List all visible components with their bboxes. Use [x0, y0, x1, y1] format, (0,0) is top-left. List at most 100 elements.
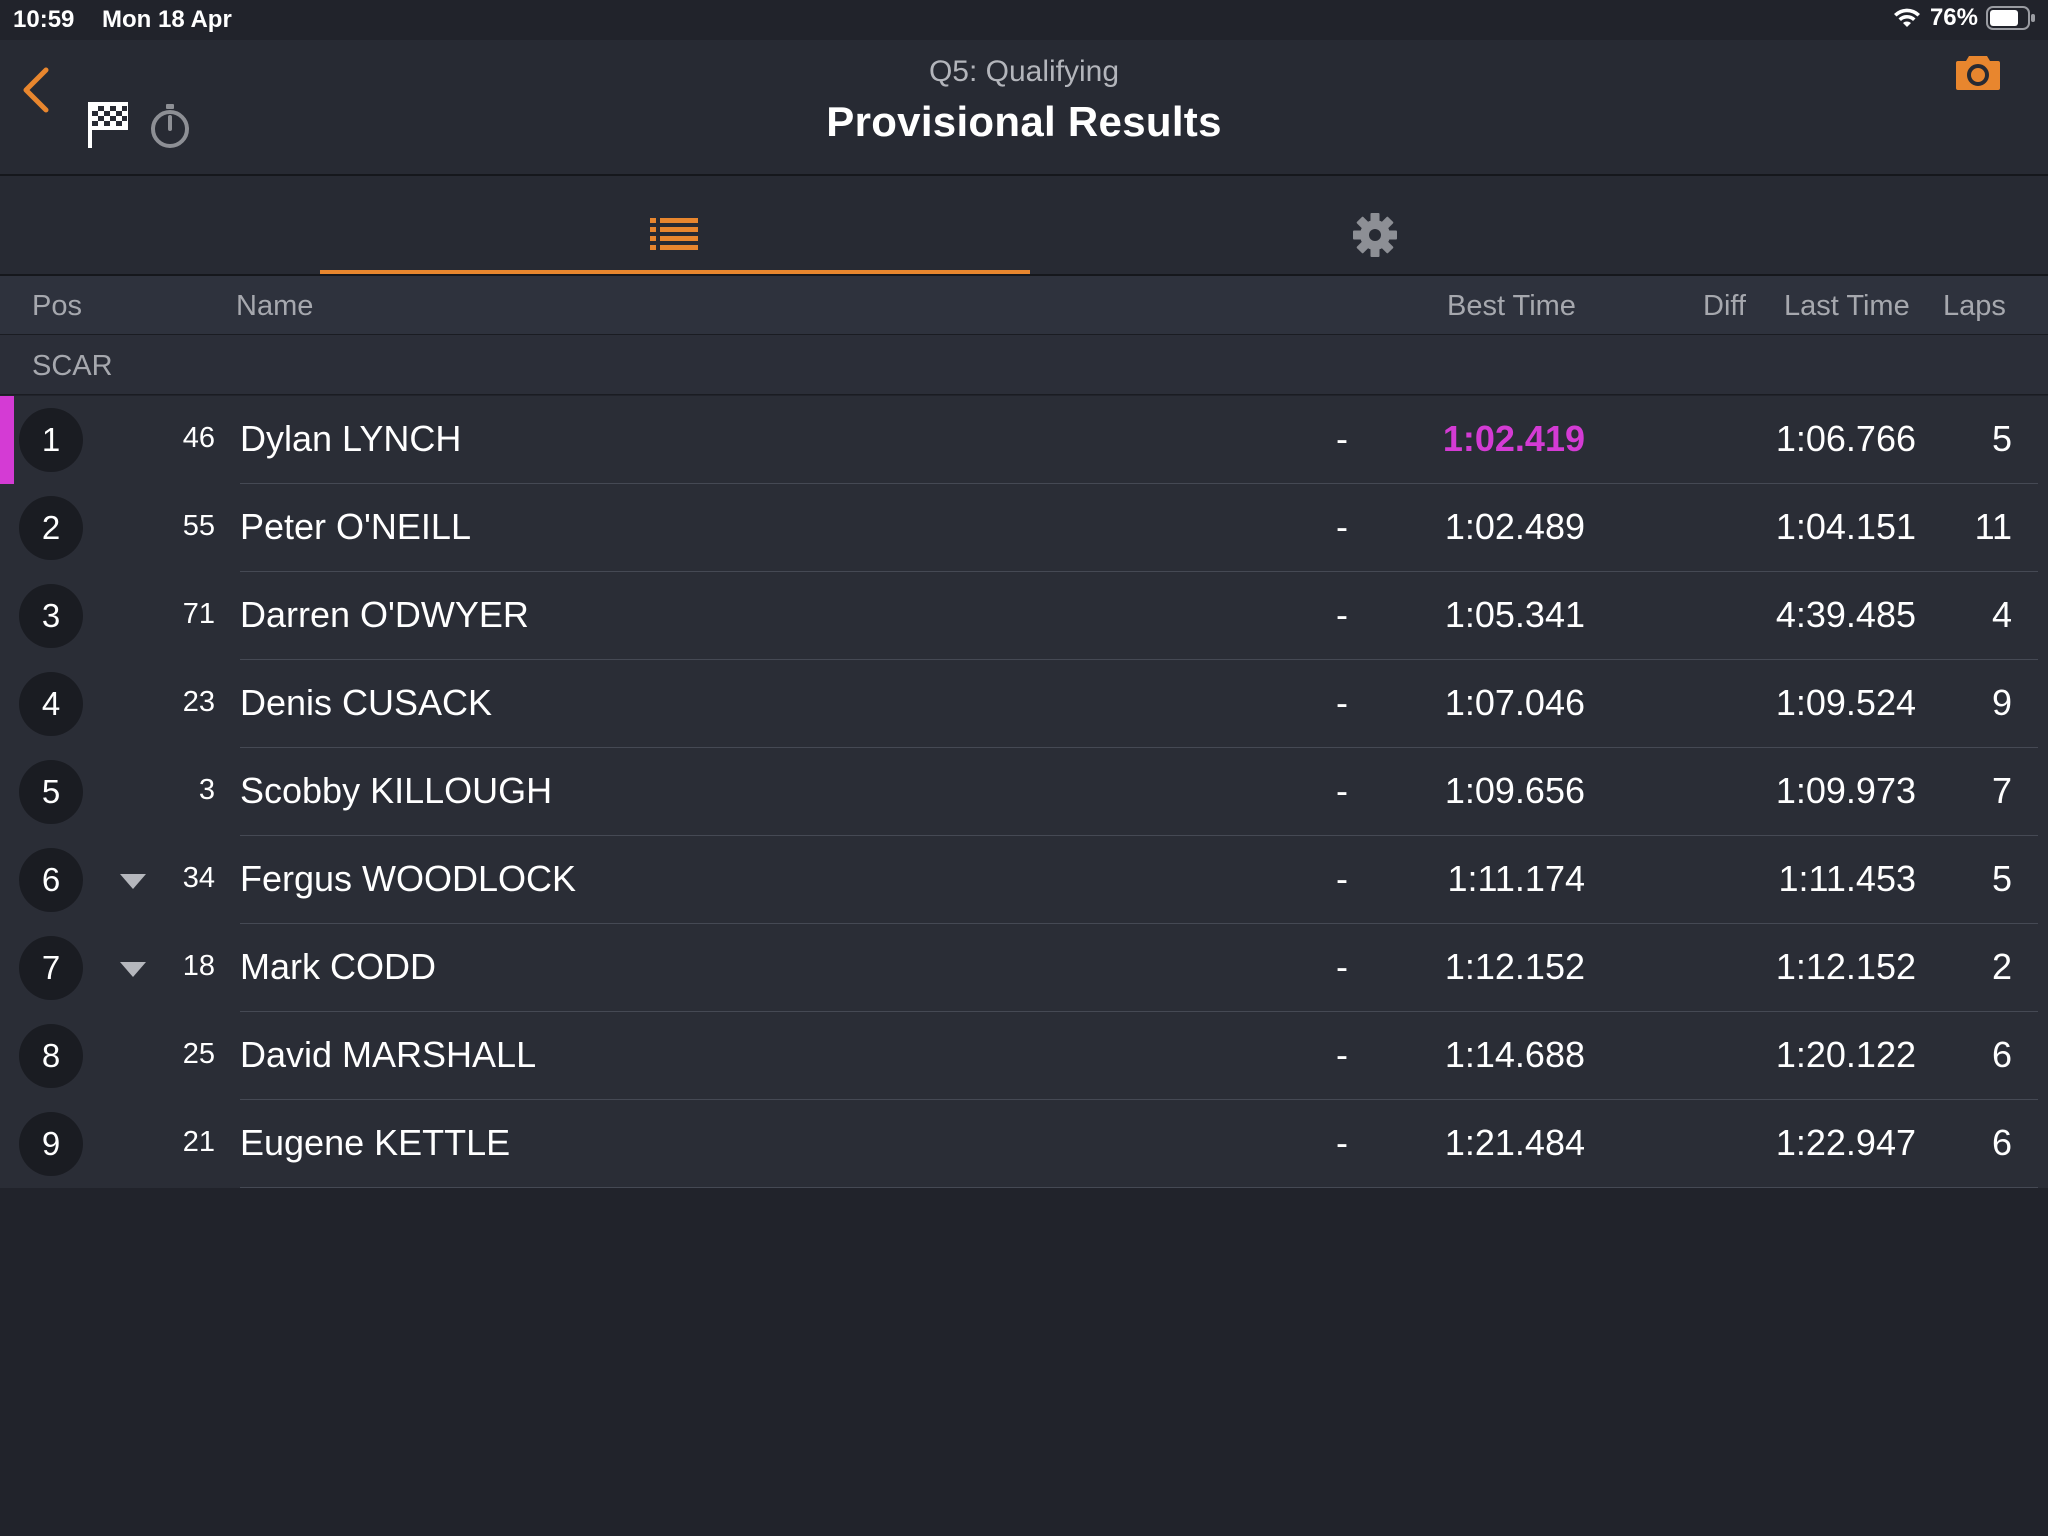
session-subtitle: Q5: Qualifying	[928, 55, 1120, 88]
tab-bar	[0, 176, 2048, 276]
result-row[interactable]: 9 21 Eugene KETTLE 1:21.484 - 1:22.947 6	[0, 1100, 2048, 1188]
status-time: 10:59	[13, 6, 75, 33]
position-badge: 1	[19, 408, 83, 472]
laps-count: 9	[1991, 682, 2012, 723]
screenshot-button[interactable]	[1955, 52, 2001, 97]
wifi-icon	[1892, 6, 1922, 30]
laps-count: 5	[1991, 858, 2012, 899]
laps-count: 4	[1991, 594, 2012, 635]
best-time: 1:21.484	[1444, 1122, 1585, 1163]
class-group-header: SCAR	[0, 335, 2048, 395]
column-header-row: Pos Name Best Time Diff Last Time Laps	[0, 276, 2048, 335]
best-time: 1:11.174	[1447, 858, 1585, 899]
position-down-icon	[120, 874, 146, 889]
laps-count: 5	[1991, 418, 2012, 459]
column-pos[interactable]: Pos	[32, 290, 82, 322]
position-badge: 9	[19, 1112, 83, 1176]
column-best-time[interactable]: Best Time	[1447, 290, 1576, 322]
best-time: 1:14.688	[1444, 1034, 1585, 1075]
diff-value: -	[1336, 418, 1348, 459]
gear-icon	[1352, 212, 1398, 263]
driver-name: Fergus WOODLOCK	[240, 858, 577, 899]
diff-value: -	[1336, 594, 1348, 635]
back-button[interactable]	[18, 60, 58, 120]
position-badge: 2	[19, 496, 83, 560]
tab-results-list[interactable]	[320, 176, 1030, 274]
column-name[interactable]: Name	[236, 290, 314, 322]
position-badge: 5	[19, 760, 83, 824]
result-row[interactable]: 1 46 Dylan LYNCH 1:02.419 - 1:06.766 5	[0, 396, 2048, 484]
status-date: Mon 18 Apr	[102, 6, 232, 33]
chevron-left-icon	[23, 67, 49, 113]
diff-value: -	[1336, 770, 1348, 811]
best-time: 1:05.341	[1444, 594, 1585, 635]
stopwatch-icon[interactable]	[148, 102, 192, 155]
driver-name: Eugene KETTLE	[240, 1122, 511, 1163]
result-row[interactable]: 7 18 Mark CODD 1:12.152 - 1:12.152 2	[0, 924, 2048, 1012]
position-down-icon	[120, 962, 146, 977]
active-tab-indicator	[320, 270, 1030, 274]
battery-icon	[1986, 5, 2036, 31]
car-number: 34	[182, 862, 215, 894]
car-number: 18	[182, 950, 215, 982]
best-time: 1:02.419	[1442, 418, 1585, 459]
driver-name: Darren O'DWYER	[240, 594, 529, 635]
result-row[interactable]: 2 55 Peter O'NEILL 1:02.489 - 1:04.151 1…	[0, 484, 2048, 572]
best-time: 1:09.656	[1444, 770, 1585, 811]
laps-count: 2	[1991, 946, 2012, 987]
position-badge: 3	[19, 584, 83, 648]
result-row[interactable]: 3 71 Darren O'DWYER 1:05.341 - 4:39.485 …	[0, 572, 2048, 660]
last-time: 1:20.122	[1775, 1034, 1916, 1075]
column-diff[interactable]: Diff	[1703, 290, 1746, 322]
best-time: 1:07.046	[1444, 682, 1585, 723]
best-time: 1:02.489	[1444, 506, 1585, 547]
diff-value: -	[1336, 946, 1348, 987]
driver-name: Peter O'NEILL	[240, 506, 471, 547]
status-bar: 10:59 Mon 18 Apr 76%	[0, 0, 2048, 40]
driver-name: Scobby KILLOUGH	[240, 770, 553, 811]
result-row[interactable]: 5 3 Scobby KILLOUGH 1:09.656 - 1:09.973 …	[0, 748, 2048, 836]
fastest-lap-marker	[0, 396, 14, 484]
diff-value: -	[1336, 1122, 1348, 1163]
column-last-time[interactable]: Last Time	[1784, 290, 1910, 322]
best-time: 1:12.152	[1444, 946, 1585, 987]
laps-count: 6	[1991, 1034, 2012, 1075]
laps-count: 6	[1991, 1122, 2012, 1163]
diff-value: -	[1336, 506, 1348, 547]
last-time: 1:06.766	[1775, 418, 1916, 459]
last-time: 1:09.524	[1775, 682, 1916, 723]
car-number: 3	[198, 774, 215, 806]
position-badge: 6	[19, 848, 83, 912]
diff-value: -	[1336, 682, 1348, 723]
page-title: Provisional Results	[826, 98, 1222, 145]
car-number: 21	[182, 1126, 215, 1158]
diff-value: -	[1336, 858, 1348, 899]
car-number: 55	[182, 510, 215, 542]
position-badge: 7	[19, 936, 83, 1000]
tab-settings[interactable]	[1030, 176, 1720, 274]
car-number: 71	[182, 598, 215, 630]
result-row[interactable]: 6 34 Fergus WOODLOCK 1:11.174 - 1:11.453…	[0, 836, 2048, 924]
status-indicators: 76%	[1892, 4, 2036, 32]
camera-icon	[1956, 56, 2000, 90]
column-laps[interactable]: Laps	[1943, 290, 2006, 322]
driver-name: Denis CUSACK	[240, 682, 493, 723]
position-badge: 4	[19, 672, 83, 736]
result-row[interactable]: 8 25 David MARSHALL 1:14.688 - 1:20.122 …	[0, 1012, 2048, 1100]
driver-name: Dylan LYNCH	[240, 418, 462, 459]
last-time: 1:22.947	[1775, 1122, 1916, 1163]
result-row[interactable]: 4 23 Denis CUSACK 1:07.046 - 1:09.524 9	[0, 660, 2048, 748]
car-number: 46	[182, 422, 215, 454]
checkered-flag-icon	[84, 98, 132, 155]
list-icon	[650, 216, 700, 257]
car-number: 23	[182, 686, 215, 718]
class-group-label: SCAR	[32, 350, 113, 382]
laps-count: 11	[1974, 506, 2012, 547]
last-time: 1:09.973	[1775, 770, 1916, 811]
last-time: 1:04.151	[1775, 506, 1916, 547]
laps-count: 7	[1991, 770, 2012, 811]
driver-name: Mark CODD	[240, 946, 436, 987]
driver-name: David MARSHALL	[240, 1034, 537, 1075]
position-badge: 8	[19, 1024, 83, 1088]
